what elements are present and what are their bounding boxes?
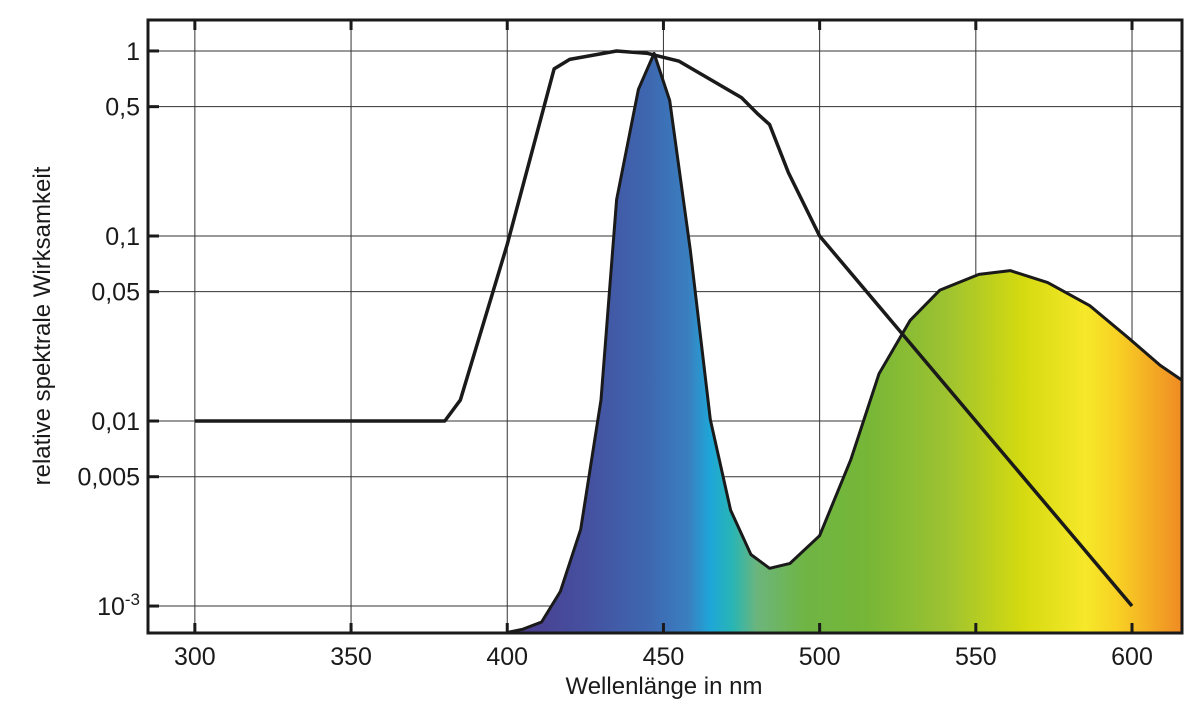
axis-ticks: 300 350 400 450 500 550 600 1 0,5 0,1 0,05 0,01 0,00… <box>77 20 1153 671</box>
action-spectrum-line <box>194 49 1134 608</box>
x-tick-label: 400 <box>486 643 528 671</box>
y-tick-label: 0,05 <box>91 279 140 307</box>
led-spectrum-area <box>505 51 1184 635</box>
y-tick-label: 0,005 <box>77 464 140 492</box>
x-tick-label: 500 <box>799 643 841 671</box>
plot-frame <box>146 18 1184 635</box>
x-tick-label: 450 <box>643 643 685 671</box>
y-tick-label-text: 10 <box>97 593 125 621</box>
y-tick-label-text: 0,1 <box>105 223 140 251</box>
y-axis-label: relative spektrale Wirksamkeit <box>29 166 56 485</box>
y-tick-label-exponent: -3 <box>125 590 140 609</box>
y-tick-label-text: 0,05 <box>91 279 140 307</box>
y-tick-label: 10-3 <box>97 590 140 621</box>
y-tick-label-text: 1 <box>126 38 140 66</box>
y-tick-label: 0,1 <box>105 223 140 251</box>
y-tick-label: 0,01 <box>91 408 140 436</box>
y-tick-label: 0,5 <box>105 94 140 122</box>
x-tick-label: 550 <box>955 643 997 671</box>
x-tick-label: 350 <box>330 643 372 671</box>
y-tick-label-text: 0,005 <box>77 464 140 492</box>
x-axis-label: Wellenlänge in nm <box>565 673 762 700</box>
x-tick-label: 300 <box>174 643 216 671</box>
y-tick-label-text: 0,01 <box>91 408 140 436</box>
x-tick-label: 600 <box>1111 643 1153 671</box>
y-tick-label: 1 <box>126 38 140 66</box>
y-tick-label-text: 0,5 <box>105 94 140 122</box>
